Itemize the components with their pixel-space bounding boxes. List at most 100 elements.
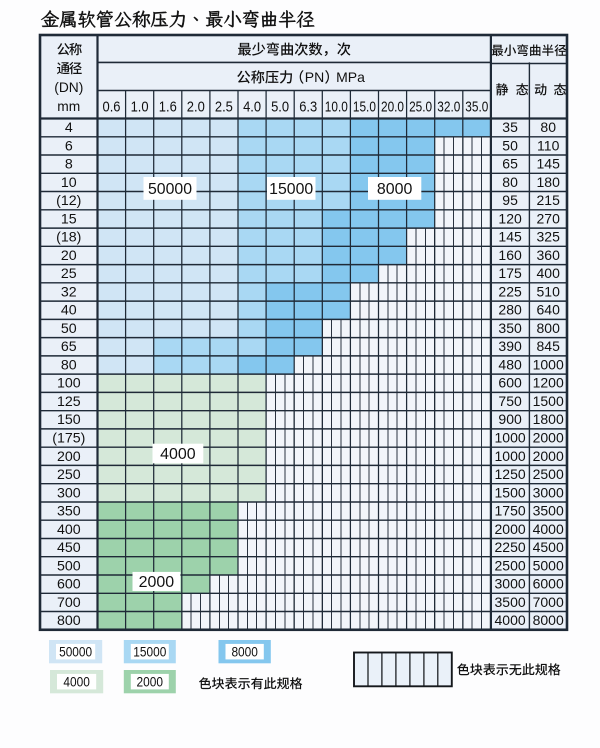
svg-text:350: 350 [498,320,522,336]
svg-text:6: 6 [65,138,73,154]
svg-text:510: 510 [537,283,561,299]
svg-text:(12): (12) [56,193,81,209]
svg-text:8000: 8000 [231,644,258,659]
svg-text:1000: 1000 [495,448,526,464]
svg-text:225: 225 [498,283,522,299]
svg-text:640: 640 [537,302,561,318]
svg-text:1250: 1250 [495,466,526,482]
svg-text:32.0: 32.0 [437,98,460,115]
svg-text:1.0: 1.0 [131,98,149,115]
svg-text:3000: 3000 [495,576,526,592]
svg-text:10: 10 [61,175,77,191]
svg-text:10.0: 10.0 [325,98,348,115]
svg-text:120: 120 [498,210,522,226]
svg-text:2500: 2500 [495,557,526,573]
svg-text:1000: 1000 [495,430,526,446]
svg-text:2.5: 2.5 [215,98,233,115]
svg-text:2500: 2500 [533,466,564,482]
svg-text:3500: 3500 [533,503,564,519]
svg-text:80: 80 [502,174,518,190]
svg-text:15000: 15000 [269,181,313,198]
svg-text:180: 180 [537,174,561,190]
svg-text:350: 350 [57,504,81,520]
svg-text:750: 750 [498,393,522,409]
svg-text:0.6: 0.6 [103,98,121,115]
svg-text:300: 300 [57,485,81,501]
svg-text:2250: 2250 [495,539,526,555]
svg-text:400: 400 [57,522,81,538]
svg-text:2000: 2000 [533,430,564,446]
svg-text:25.0: 25.0 [409,98,432,115]
svg-text:2000: 2000 [139,574,175,591]
svg-text:600: 600 [57,577,81,593]
svg-text:125: 125 [57,394,81,410]
svg-text:50: 50 [61,321,77,337]
svg-text:4000: 4000 [533,521,564,537]
svg-text:50: 50 [502,137,518,153]
svg-text:150: 150 [57,412,81,428]
svg-text:600: 600 [498,375,522,391]
svg-text:(DN): (DN) [54,80,83,95]
svg-text:2000: 2000 [137,674,164,689]
svg-text:80: 80 [61,358,77,374]
svg-text:95: 95 [502,192,518,208]
svg-text:3000: 3000 [533,484,564,500]
svg-text:PN: PN [305,69,324,85]
svg-text:8000: 8000 [533,612,564,628]
svg-text:1750: 1750 [495,503,526,519]
svg-text:900: 900 [498,411,522,427]
svg-text:5.0: 5.0 [271,98,289,115]
svg-text:1000: 1000 [533,357,564,373]
svg-text:(18): (18) [56,230,81,246]
svg-text:2000: 2000 [495,521,526,537]
svg-text:215: 215 [537,192,561,208]
svg-text:800: 800 [537,320,561,336]
svg-text:25: 25 [61,266,77,282]
svg-text:400: 400 [537,265,561,281]
svg-text:6.3: 6.3 [299,98,317,115]
svg-text:(175): (175) [52,431,85,447]
svg-text:1500: 1500 [533,393,564,409]
svg-text:65: 65 [61,339,77,355]
svg-text:20.0: 20.0 [381,98,404,115]
svg-text:20: 20 [61,248,77,264]
svg-text:40: 40 [61,303,77,319]
svg-text:390: 390 [498,338,522,354]
svg-text:700: 700 [57,595,81,611]
svg-text:800: 800 [57,613,81,629]
svg-text:15000: 15000 [133,644,166,659]
svg-text:4000: 4000 [63,674,90,689]
svg-text:4500: 4500 [533,539,564,555]
svg-text:845: 845 [537,338,561,354]
svg-text:2.0: 2.0 [187,98,205,115]
svg-text:8000: 8000 [377,181,413,198]
svg-text:280: 280 [498,302,522,318]
svg-text:5000: 5000 [533,557,564,573]
svg-text:100: 100 [57,376,81,392]
svg-text:35: 35 [502,119,518,135]
svg-text:mm: mm [57,99,80,114]
svg-text:145: 145 [537,156,561,172]
svg-text:65: 65 [502,156,518,172]
svg-text:7000: 7000 [533,594,564,610]
svg-text:15: 15 [61,211,77,227]
svg-text:110: 110 [537,137,560,153]
svg-text:160: 160 [498,247,522,263]
svg-text:250: 250 [57,467,81,483]
svg-text:50000: 50000 [59,644,92,659]
svg-text:450: 450 [57,540,81,556]
svg-text:360: 360 [537,247,561,263]
svg-text:6000: 6000 [533,576,564,592]
svg-text:8: 8 [65,157,73,173]
svg-text:1.6: 1.6 [159,98,177,115]
svg-text:270: 270 [537,210,561,226]
svg-text:4000: 4000 [495,612,526,628]
svg-text:175: 175 [498,265,522,281]
svg-text:4000: 4000 [160,446,196,463]
svg-text:1500: 1500 [495,484,526,500]
svg-text:145: 145 [498,229,522,245]
svg-text:325: 325 [537,229,561,245]
svg-text:MPa: MPa [336,69,365,85]
svg-text:15.0: 15.0 [353,98,376,115]
svg-text:1800: 1800 [533,411,564,427]
